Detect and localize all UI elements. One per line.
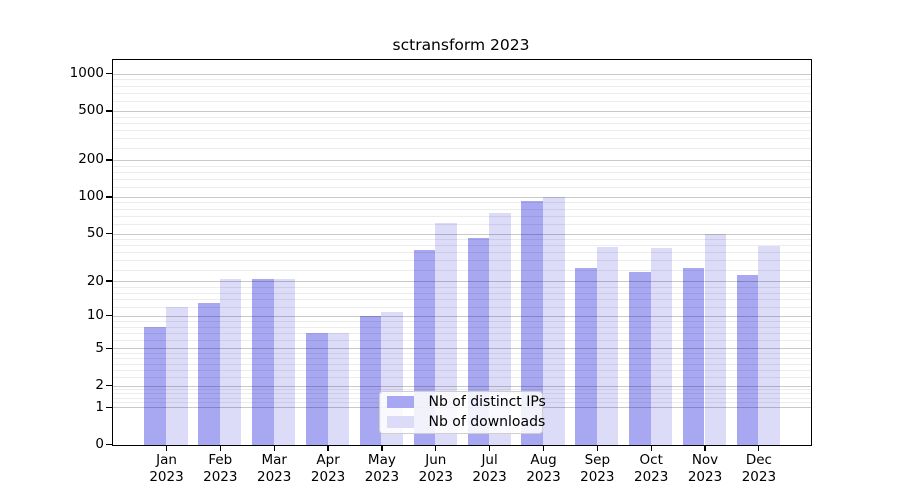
bar-sep-distinct-ips xyxy=(575,268,597,445)
x-tick-year: 2023 xyxy=(580,469,615,485)
x-tick-label: Jul 2023 xyxy=(454,452,526,486)
plot-area: Nb of distinct IPs Nb of downloads xyxy=(111,58,812,446)
x-tick-month: Apr xyxy=(316,452,340,468)
x-tick-label: Dec 2023 xyxy=(723,452,795,486)
bar-nov-distinct-ips xyxy=(682,268,705,445)
legend: Nb of distinct IPs Nb of downloads xyxy=(378,390,546,434)
x-tick-year: 2023 xyxy=(149,469,184,485)
y-tick-label: 500 xyxy=(78,102,104,119)
x-tick-month: Jun xyxy=(425,452,447,468)
chart-title: sctransform 2023 xyxy=(392,36,530,54)
x-tick-year: 2023 xyxy=(741,469,777,485)
x-tick-label: Feb 2023 xyxy=(184,452,256,486)
legend-swatch-distinct-ips xyxy=(386,396,414,408)
x-tick-month: Jul xyxy=(481,452,498,468)
x-tick-month: Oct xyxy=(639,452,663,468)
bar-mar-distinct-ips xyxy=(252,279,274,445)
x-tick-month: Aug xyxy=(530,452,557,468)
x-tick-label: Jan 2023 xyxy=(131,452,203,486)
y-tick-label: 10 xyxy=(86,307,104,324)
x-tick-month: Feb xyxy=(208,452,233,468)
bar-jan-distinct-ips xyxy=(144,327,166,445)
y-tick-label: 2 xyxy=(95,377,104,393)
x-tick-year: 2023 xyxy=(418,469,453,485)
x-tick-year: 2023 xyxy=(526,469,561,485)
x-tick-year: 2023 xyxy=(634,469,669,485)
bar-sep-downloads xyxy=(596,247,619,445)
bar-jul-downloads xyxy=(489,213,511,445)
y-tick-label: 200 xyxy=(78,151,104,168)
y-tick-label: 1 xyxy=(95,398,104,415)
legend-label-downloads: Nb of downloads xyxy=(428,414,546,430)
bar-feb-distinct-ips xyxy=(198,303,220,445)
x-tick-year: 2023 xyxy=(257,469,292,485)
bar-jun-downloads xyxy=(435,222,457,445)
y-tick-label: 1000 xyxy=(69,65,104,82)
x-tick-month: Dec xyxy=(745,452,772,468)
y-tick-label: 0 xyxy=(95,436,104,452)
bar-jan-downloads xyxy=(166,307,188,445)
y-tick-label: 5 xyxy=(95,339,104,356)
y-tick-label: 20 xyxy=(86,272,104,289)
x-tick-label: Mar 2023 xyxy=(238,452,310,486)
legend-item-distinct-ips: Nb of distinct IPs xyxy=(380,392,546,412)
x-tick-month: Jan xyxy=(156,452,177,468)
bar-apr-downloads xyxy=(327,333,350,445)
bar-feb-downloads xyxy=(219,279,242,445)
x-tick-year: 2023 xyxy=(364,469,400,485)
x-tick-label: Sep 2023 xyxy=(561,452,633,486)
bar-nov-downloads xyxy=(704,234,727,445)
x-tick-year: 2023 xyxy=(472,469,507,485)
legend-item-downloads: Nb of downloads xyxy=(380,412,545,432)
x-tick-label: May 2023 xyxy=(346,452,418,486)
x-tick-month: Mar xyxy=(261,452,287,468)
x-tick-label: Oct 2023 xyxy=(615,452,687,486)
bar-apr-distinct-ips xyxy=(305,333,328,445)
x-tick-label: Nov 2023 xyxy=(669,452,741,486)
legend-swatch-downloads xyxy=(386,416,414,428)
bar-aug-downloads xyxy=(542,196,565,445)
y-tick-label: 100 xyxy=(78,188,104,205)
bar-oct-distinct-ips xyxy=(629,272,651,445)
bar-dec-distinct-ips xyxy=(736,274,759,445)
x-tick-label: Aug 2023 xyxy=(508,452,580,486)
x-tick-year: 2023 xyxy=(687,469,723,485)
x-tick-year: 2023 xyxy=(310,469,346,485)
bar-oct-downloads xyxy=(650,248,673,445)
y-tick-label: 50 xyxy=(86,225,104,241)
x-tick-month: Sep xyxy=(584,452,611,468)
x-tick-label: Apr 2023 xyxy=(292,452,364,486)
x-tick-label: Jun 2023 xyxy=(400,452,472,486)
bars-layer xyxy=(113,60,811,445)
bar-may-distinct-ips xyxy=(359,316,382,445)
x-tick-year: 2023 xyxy=(203,469,238,485)
bar-mar-downloads xyxy=(273,279,296,445)
bar-aug-distinct-ips xyxy=(521,201,543,445)
legend-label-distinct-ips: Nb of distinct IPs xyxy=(428,394,546,410)
bar-dec-downloads xyxy=(758,245,780,445)
x-tick-month: May xyxy=(367,452,396,468)
x-tick-month: Nov xyxy=(691,452,719,468)
